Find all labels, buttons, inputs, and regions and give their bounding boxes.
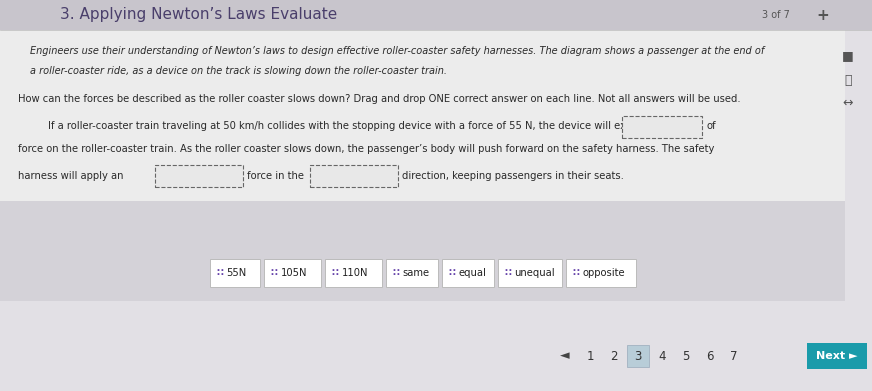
Text: 6: 6 <box>706 350 714 362</box>
Text: 2: 2 <box>610 350 617 362</box>
FancyBboxPatch shape <box>310 165 398 187</box>
Text: ∷: ∷ <box>448 268 455 278</box>
Text: 105N: 105N <box>281 268 307 278</box>
Text: ↔: ↔ <box>842 97 853 109</box>
Text: Engineers use their understanding of Newton’s laws to design effective roller-co: Engineers use their understanding of New… <box>30 46 764 56</box>
Text: of: of <box>706 121 716 131</box>
FancyBboxPatch shape <box>0 0 872 30</box>
FancyBboxPatch shape <box>263 259 321 287</box>
Text: 3. Applying Newton’s Laws Evaluate: 3. Applying Newton’s Laws Evaluate <box>60 7 337 23</box>
Text: 1: 1 <box>586 350 594 362</box>
FancyBboxPatch shape <box>0 201 845 301</box>
Text: opposite: opposite <box>582 268 625 278</box>
FancyBboxPatch shape <box>627 345 649 367</box>
Text: unequal: unequal <box>514 268 555 278</box>
FancyBboxPatch shape <box>622 116 702 138</box>
Text: 4: 4 <box>658 350 665 362</box>
FancyBboxPatch shape <box>807 343 867 369</box>
Text: Next ►: Next ► <box>816 351 858 361</box>
FancyBboxPatch shape <box>0 30 845 301</box>
Text: 3: 3 <box>634 350 642 362</box>
Text: ∷: ∷ <box>216 268 223 278</box>
Text: +: + <box>816 7 828 23</box>
Text: ∷: ∷ <box>392 268 399 278</box>
Text: same: same <box>403 268 430 278</box>
FancyBboxPatch shape <box>324 259 382 287</box>
Text: 110N: 110N <box>342 268 368 278</box>
FancyBboxPatch shape <box>566 259 636 287</box>
FancyBboxPatch shape <box>155 165 243 187</box>
FancyBboxPatch shape <box>0 301 872 391</box>
Text: equal: equal <box>459 268 487 278</box>
FancyBboxPatch shape <box>441 259 494 287</box>
Text: ∷: ∷ <box>331 268 338 278</box>
Text: ⓘ: ⓘ <box>844 75 852 88</box>
Text: ◄: ◄ <box>560 350 569 362</box>
FancyBboxPatch shape <box>385 259 438 287</box>
Text: force on the roller-coaster train. As the roller coaster slows down, the passeng: force on the roller-coaster train. As th… <box>18 144 714 154</box>
Text: harness will apply an: harness will apply an <box>18 171 124 181</box>
Text: 7: 7 <box>730 350 738 362</box>
Text: 5: 5 <box>682 350 690 362</box>
Text: direction, keeping passengers in their seats.: direction, keeping passengers in their s… <box>402 171 623 181</box>
Text: If a roller-coaster train traveling at 50 km/h collides with the stopping device: If a roller-coaster train traveling at 5… <box>48 121 640 131</box>
FancyBboxPatch shape <box>209 259 260 287</box>
Text: ∷: ∷ <box>270 268 277 278</box>
Text: a roller-coaster ride, as a device on the track is slowing down the roller-coast: a roller-coaster ride, as a device on th… <box>30 66 447 76</box>
Text: ∷: ∷ <box>505 268 511 278</box>
Text: ∷: ∷ <box>573 268 579 278</box>
FancyBboxPatch shape <box>498 259 562 287</box>
Text: 55N: 55N <box>227 268 247 278</box>
Text: force in the: force in the <box>247 171 304 181</box>
Text: 3 of 7: 3 of 7 <box>762 10 790 20</box>
Text: How can the forces be described as the roller coaster slows down? Drag and drop : How can the forces be described as the r… <box>18 94 740 104</box>
Text: ■: ■ <box>842 50 854 63</box>
